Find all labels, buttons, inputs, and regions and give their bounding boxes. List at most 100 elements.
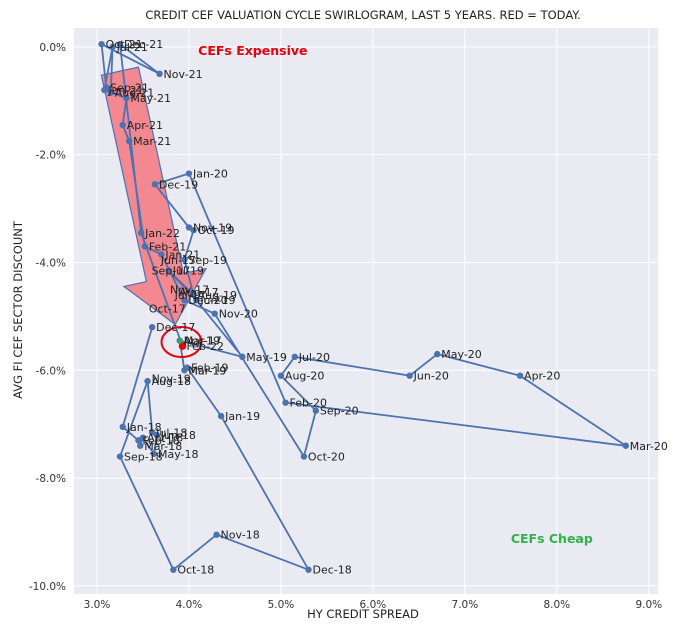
data-point [98,40,105,48]
y-tick-label: -2.0% [36,150,66,162]
data-point [116,40,124,48]
today-green-point [178,338,184,344]
y-tick-label: -8.0% [36,473,66,485]
point-label: Jan-19 [224,410,260,423]
data-point [185,170,193,177]
y-tick-label: -10.0% [29,581,66,593]
data-point [406,372,413,379]
y-axis-label: AVG FI CEF SECTOR DISCOUNT [11,220,25,399]
annotation-label: CEFs Expensive [198,43,307,58]
y-tick-label: -6.0% [36,365,66,377]
point-label: Apr-19 [184,335,220,348]
point-label: Mar-20 [630,440,668,453]
data-point [150,450,158,458]
point-label: May-19 [246,351,287,364]
data-point [151,181,159,188]
point-label: Apr-21 [127,119,163,132]
point-label: Oct-20 [308,451,345,464]
point-label: Sep-19 [188,254,227,267]
point-label: Mar-17 [184,335,222,348]
data-point [181,297,188,304]
point-label: Nov-19 [152,372,191,385]
data-point [282,399,289,406]
point-label: Jan-21 [164,248,200,261]
point-label: Nov-19 [193,221,232,234]
data-point [170,566,177,573]
data-point [158,251,165,258]
x-tick-label: 9.0% [635,599,662,611]
point-label: Aug-17 [179,286,218,299]
x-tick-label: 3.0% [84,599,111,611]
point-label: Jul-18 [155,426,187,439]
point-label: Feb-19 [191,362,228,375]
data-point [123,94,130,102]
data-point [190,291,197,299]
point-label: Dec-21 [124,38,163,51]
trend-arrow [100,66,208,326]
point-label: Jun-20 [413,370,449,383]
data-point [622,442,630,449]
data-point [185,224,193,231]
point-label: May-20 [441,348,482,361]
point-label: Jul-20 [298,351,330,364]
data-point [312,407,320,414]
data-point [434,350,441,358]
point-label: Mar-19 [188,364,226,377]
point-label: Apr-18 [147,432,183,445]
data-point [137,229,145,237]
point-label: May-18 [158,448,199,461]
point-label: Jun-17 [160,254,196,267]
data-point [291,353,298,361]
data-point [239,353,246,361]
x-axis-label: HY CREDIT SPREAD [307,607,419,621]
data-point [516,372,524,379]
grid-layer [74,28,658,594]
point-label: Jun-18 [160,429,196,442]
point-label: Jul-21 [116,41,148,54]
point-label: Oct-21 [106,38,143,51]
x-tick-label: 8.0% [543,599,570,611]
point-label: Sep-17 [152,265,191,278]
point-label: May-21 [130,92,171,105]
data-point [217,412,225,420]
point-label: Mar-18 [144,440,182,453]
point-label: Dec-19 [159,178,198,191]
point-label: Nov-18 [221,529,260,542]
today-circle [160,326,203,359]
data-point [181,256,188,263]
point-label: Dec-20 [188,294,227,307]
point-label: Jan-22 [144,227,180,240]
point-label: Jul-19 [172,265,204,278]
point-label: Feb-21 [149,240,186,253]
point-label: Sep-18 [124,451,163,464]
data-point [109,43,116,51]
data-point [107,89,114,96]
data-point [102,84,110,91]
point-label: Jan-20 [192,168,228,181]
data-point [119,121,126,129]
arrow-layer [100,66,208,326]
point-label: Jun-21 [107,84,143,97]
data-point [116,453,124,460]
data-point [137,442,144,449]
chart-title: CREDIT CEF VALUATION CYCLE SWIRLOGRAM, L… [145,8,580,22]
x-tick-label: 4.0% [176,599,203,611]
point-label: Aug-19 [198,289,237,302]
data-point [211,310,218,317]
data-point [193,297,200,304]
data-point [119,423,126,431]
point-label: Dec-18 [313,564,352,577]
point-label: Dec-17 [156,321,195,334]
data-point [148,429,156,436]
data-point [125,138,133,145]
data-point [148,323,156,331]
point-label: Aug-21 [115,87,154,100]
point-label: Sep-21 [110,81,149,94]
data-point [165,267,172,274]
point-label: Nov-17 [170,283,209,296]
point-label: Jul-17 [174,289,206,302]
point-label: Oct-18 [177,564,214,577]
data-point [305,566,312,573]
